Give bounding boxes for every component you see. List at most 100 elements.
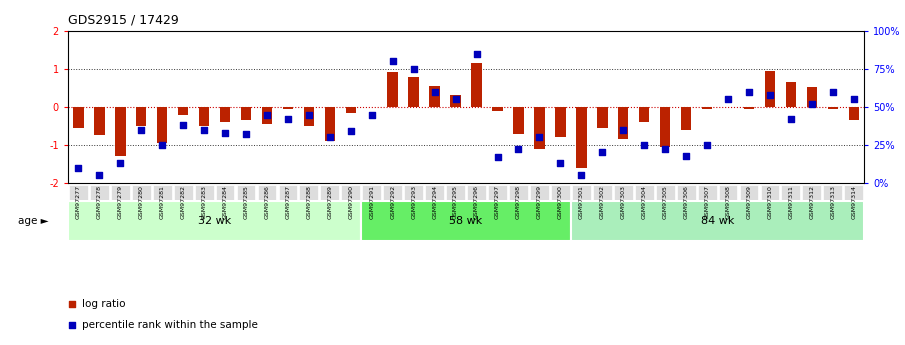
Bar [73,107,83,128]
Point [134,127,148,132]
FancyBboxPatch shape [153,185,172,200]
Point [846,97,861,102]
Bar [346,107,356,112]
Point [218,130,233,136]
Text: GSM97285: GSM97285 [243,185,249,219]
Point [406,66,421,72]
Point [805,101,819,107]
FancyBboxPatch shape [300,185,319,200]
FancyBboxPatch shape [236,185,255,200]
Text: GSM97300: GSM97300 [557,185,563,219]
Text: log ratio: log ratio [82,299,126,309]
FancyBboxPatch shape [803,185,822,200]
FancyBboxPatch shape [467,185,486,200]
FancyBboxPatch shape [384,185,402,200]
FancyBboxPatch shape [361,201,571,241]
FancyBboxPatch shape [425,185,444,200]
Text: age ►: age ► [18,216,49,226]
FancyBboxPatch shape [488,185,507,200]
FancyBboxPatch shape [279,185,298,200]
FancyBboxPatch shape [69,185,88,200]
Text: GSM97288: GSM97288 [307,185,311,219]
Bar [639,107,650,122]
Text: GSM97306: GSM97306 [683,185,689,219]
Point [700,142,714,148]
Text: GSM97297: GSM97297 [495,185,500,219]
Bar [492,107,503,111]
Text: GSM97286: GSM97286 [264,185,270,219]
FancyBboxPatch shape [405,185,424,200]
FancyBboxPatch shape [614,185,633,200]
FancyBboxPatch shape [132,185,150,200]
FancyBboxPatch shape [698,185,717,200]
FancyBboxPatch shape [739,185,758,200]
Point [470,51,484,57]
Bar [744,107,754,109]
FancyBboxPatch shape [215,185,234,200]
FancyBboxPatch shape [110,185,129,200]
Bar [702,107,712,109]
Bar [220,107,230,122]
Point [155,142,169,148]
Point [301,112,316,117]
Point [637,142,652,148]
Point [365,112,379,117]
FancyBboxPatch shape [90,185,109,200]
FancyBboxPatch shape [656,185,674,200]
Point [616,127,631,132]
Text: GSM97282: GSM97282 [181,185,186,219]
Bar [849,107,859,120]
Point [574,172,588,178]
Point [344,128,358,134]
Text: GSM97280: GSM97280 [138,185,144,219]
Point [71,165,86,170]
Point [427,89,442,95]
Bar [282,107,293,109]
Bar [387,72,398,107]
Point [763,92,777,98]
Text: GSM97293: GSM97293 [411,185,416,219]
Point [448,97,462,102]
Text: GSM97284: GSM97284 [223,185,227,219]
Text: GSM97299: GSM97299 [537,185,542,219]
Point [553,160,567,166]
FancyBboxPatch shape [572,185,591,200]
FancyBboxPatch shape [719,185,738,200]
FancyBboxPatch shape [195,185,214,200]
Bar [241,107,252,120]
Point [239,131,253,137]
Point [511,147,526,152]
Bar [681,107,691,130]
Point [386,59,400,64]
Text: GSM97277: GSM97277 [76,185,81,219]
Point [495,4,510,9]
FancyBboxPatch shape [593,185,612,200]
FancyBboxPatch shape [571,201,864,241]
Text: GSM97298: GSM97298 [516,185,521,219]
Text: GSM97304: GSM97304 [642,185,647,219]
FancyBboxPatch shape [634,185,653,200]
Point [260,112,274,117]
Text: GSM97296: GSM97296 [474,185,479,219]
FancyBboxPatch shape [258,185,276,200]
Text: percentile rank within the sample: percentile rank within the sample [82,320,258,330]
Text: 58 wk: 58 wk [450,216,482,226]
Point [742,89,757,95]
Point [720,97,735,102]
Text: GSM97305: GSM97305 [662,185,668,219]
Point [176,122,190,128]
Text: GSM97311: GSM97311 [788,185,794,219]
Bar [136,107,147,126]
Text: GSM97290: GSM97290 [348,185,353,219]
Text: GSM97294: GSM97294 [433,185,437,219]
Text: GSM97281: GSM97281 [159,185,165,219]
FancyBboxPatch shape [760,185,779,200]
Bar [513,107,524,134]
FancyBboxPatch shape [551,185,570,200]
Text: GSM97289: GSM97289 [328,185,332,219]
FancyBboxPatch shape [174,185,193,200]
Bar [827,107,838,109]
Text: GDS2915 / 17429: GDS2915 / 17429 [68,14,178,27]
Bar [576,107,586,168]
FancyBboxPatch shape [782,185,800,200]
